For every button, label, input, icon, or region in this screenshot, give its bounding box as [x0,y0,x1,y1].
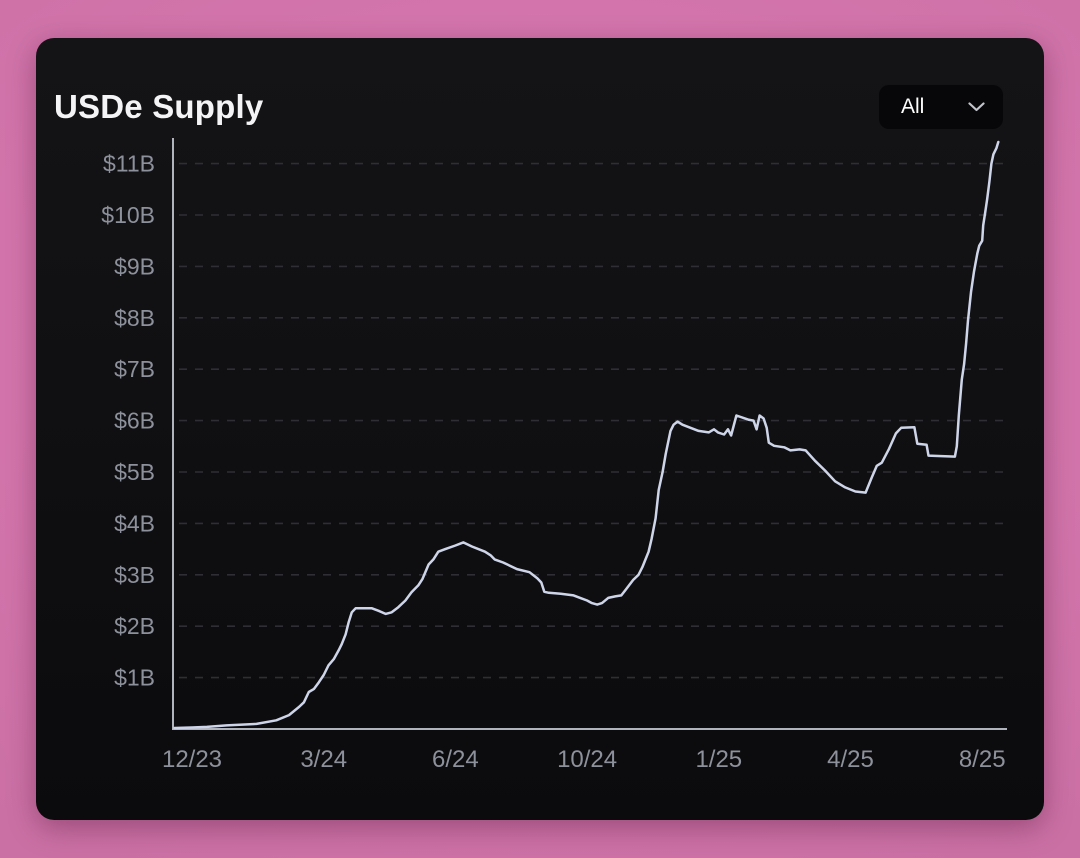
x-axis-label: 3/24 [300,746,347,773]
chevron-down-icon [968,102,985,112]
time-range-dropdown[interactable]: All [878,84,1004,130]
y-axis-label: $8B [114,305,155,331]
supply-line-chart[interactable]: $1B $2B $3B $4B $5B $6B $7B $8B $9B $10B $11B 12/23… [36,38,1044,820]
y-axis-label: $11B [103,151,155,177]
y-axis-label: $4B [114,510,155,536]
time-range-value: All [901,95,925,118]
x-axis-label: 1/25 [695,746,742,773]
y-axis-label: $7B [114,356,155,382]
supply-line-series [173,140,1000,730]
x-axis-label: 6/24 [432,746,479,773]
x-axis-label: 12/23 [162,746,222,773]
y-axis-label: $3B [114,562,155,588]
x-axis-label: 10/24 [557,746,617,773]
y-axis-label: $10B [101,202,155,228]
y-axis-label: $1B [114,665,155,691]
y-axis-label: $6B [114,408,155,434]
y-axis-label: $5B [114,459,155,485]
y-axis-label: $2B [114,613,155,639]
x-axis-label: 8/25 [959,746,1006,773]
axis-line [172,138,1007,730]
chart-title: USDe Supply [54,88,264,125]
x-axis-label: 4/25 [827,746,874,773]
chart-card: USDe Supply All $1B $2B $3B $4B $5B $6B $7B $8B… [36,38,1044,820]
y-axis-label: $9B [114,253,155,279]
